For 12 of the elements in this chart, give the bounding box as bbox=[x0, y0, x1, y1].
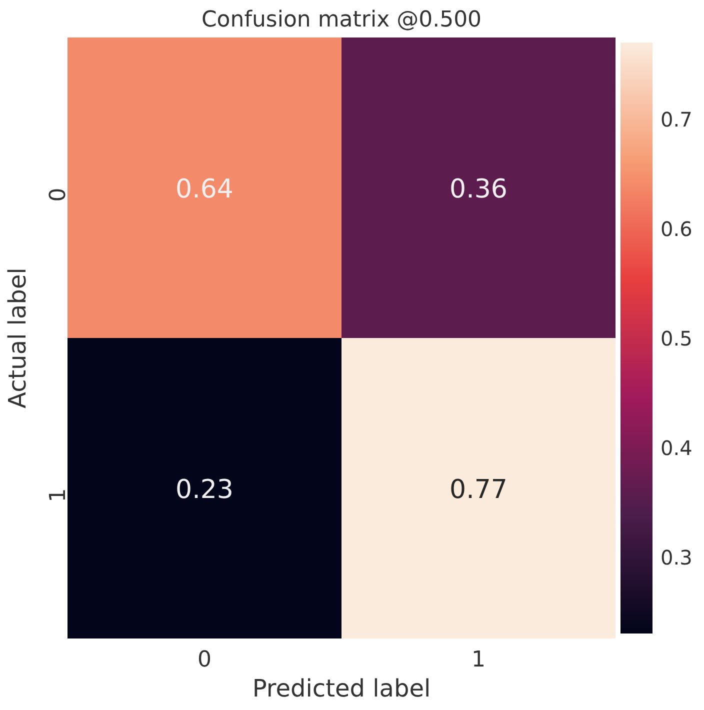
data-label: 0.23 bbox=[176, 474, 234, 505]
data-label: 0.77 bbox=[450, 474, 508, 505]
color-bar-label: 0.6 bbox=[660, 217, 692, 242]
data-label: 0.64 bbox=[176, 174, 234, 204]
color-bar-label: 0.4 bbox=[660, 436, 692, 460]
color-bar-label: 0.3 bbox=[660, 545, 692, 570]
chart-title: Confusion matrix @0.500 bbox=[201, 8, 482, 32]
y-axis-title: Actual label bbox=[4, 268, 32, 408]
data-label: 0.36 bbox=[450, 174, 508, 204]
color-bar-label: 0.5 bbox=[660, 326, 692, 350]
x-axis-title: Predicted label bbox=[252, 674, 431, 702]
color-bar-label: 0.7 bbox=[660, 108, 692, 132]
